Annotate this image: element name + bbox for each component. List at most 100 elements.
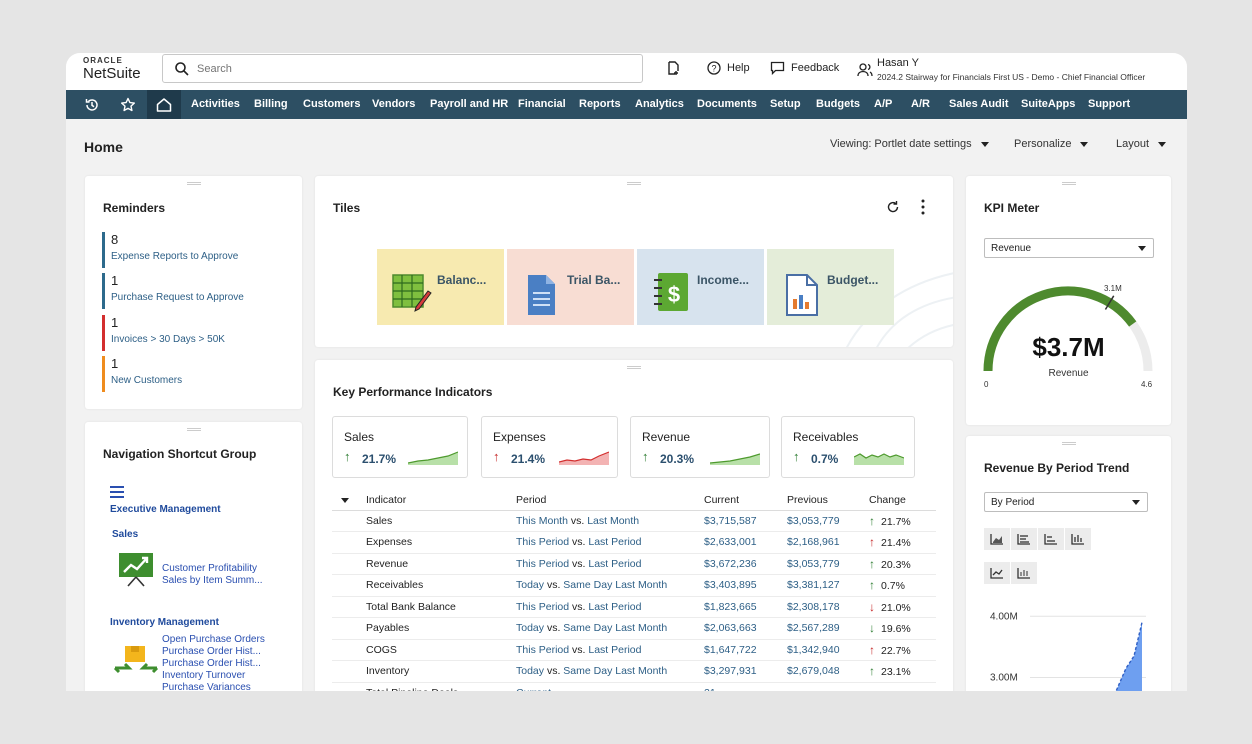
period-link[interactable]: This Period <box>516 600 570 613</box>
reminder-item[interactable]: 1 Purchase Request to Approve <box>102 273 272 309</box>
period-link[interactable]: This Period <box>516 643 570 656</box>
table-row[interactable]: Sales This Month vs. Last Month $3,715,587… <box>332 510 936 532</box>
shortcut-inventory-turnover[interactable]: Inventory Turnover <box>162 670 246 681</box>
reminder-label[interactable]: Invoices > 30 Days > 50K <box>111 334 225 345</box>
trend-period-select[interactable]: By Period <box>984 492 1148 512</box>
period-link[interactable]: Current <box>516 687 551 691</box>
drag-handle[interactable] <box>1061 182 1076 185</box>
nav-sales-audit[interactable]: Sales Audit <box>949 98 1009 110</box>
nav-vendors[interactable]: Vendors <box>372 98 416 110</box>
cell-previous[interactable]: $2,168,961 <box>787 531 869 554</box>
drag-handle[interactable] <box>627 182 641 185</box>
subgroup-sales[interactable]: Sales <box>112 529 139 540</box>
drag-handle[interactable] <box>1061 442 1076 445</box>
period-link[interactable]: Today <box>516 579 545 592</box>
cell-current[interactable]: $1,647,722 <box>704 639 787 661</box>
nav-budgets[interactable]: Budgets <box>816 98 860 110</box>
compare-period-link[interactable]: Last Period <box>588 557 642 570</box>
table-row[interactable]: Inventory Today vs. Same Day Last Month $3… <box>332 660 936 683</box>
nav-activities[interactable]: Activities <box>191 98 240 110</box>
revenue-area[interactable] <box>1096 622 1142 691</box>
nav-customers[interactable]: Customers <box>303 98 361 110</box>
nav-documents[interactable]: Documents <box>697 98 757 110</box>
kpi-card-receivables[interactable]: Receivables ↑ 0.7% <box>781 416 915 478</box>
help-button[interactable]: ? Help <box>707 61 750 75</box>
period-link[interactable]: This Period <box>516 557 570 570</box>
tile-budget[interactable]: Budget... <box>767 249 894 325</box>
cell-current[interactable]: $3,403,895 <box>704 574 787 597</box>
reminder-label[interactable]: New Customers <box>111 375 183 386</box>
tile-balance-sheet[interactable]: Balanc... <box>377 249 504 325</box>
period-link[interactable]: Today <box>516 665 545 678</box>
more-options-icon[interactable] <box>920 199 926 215</box>
group-executive-management[interactable]: Executive Management <box>110 504 221 515</box>
cell-current[interactable]: $3,715,587 <box>704 510 787 532</box>
cell-previous[interactable]: $2,308,178 <box>787 596 869 618</box>
chart-type-line-button[interactable] <box>984 562 1010 584</box>
layout-dropdown[interactable]: Layout <box>1116 138 1167 150</box>
nav-reports[interactable]: Reports <box>579 98 621 110</box>
reminder-item[interactable]: 1 Invoices > 30 Days > 50K <box>102 315 272 351</box>
nav-setup[interactable]: Setup <box>770 98 801 110</box>
kpi-card-expenses[interactable]: Expenses ↑ 21.4% <box>481 416 618 478</box>
compare-period-link[interactable]: Same Day Last Month <box>563 579 668 592</box>
cell-current[interactable]: 21 <box>704 682 787 691</box>
table-row[interactable]: Total Pipeline DealsCurrent 21 <box>332 682 936 691</box>
compare-period-link[interactable]: Same Day Last Month <box>563 622 668 635</box>
refresh-icon[interactable] <box>886 200 900 214</box>
compare-period-link[interactable]: Last Month <box>587 514 640 527</box>
kpi-card-revenue[interactable]: Revenue ↑ 20.3% <box>630 416 770 478</box>
shortcut-open-purchase-orders[interactable]: Open Purchase Orders <box>162 634 265 645</box>
kpi-meter-select[interactable]: Revenue <box>984 238 1154 258</box>
reminder-item[interactable]: 1 New Customers <box>102 356 272 392</box>
nav-payroll-hr[interactable]: Payroll and HR <box>430 98 509 110</box>
column-header[interactable]: Indicator <box>366 490 516 511</box>
viewing-dropdown[interactable]: Viewing: Portlet date settings <box>830 138 989 150</box>
chart-type-bar-stacked-button[interactable] <box>1038 528 1064 550</box>
kpi-card-sales[interactable]: Sales ↑ 21.7% <box>332 416 468 478</box>
period-link[interactable]: This Period <box>516 536 570 549</box>
drag-handle[interactable] <box>186 428 201 431</box>
recent-nav-button[interactable] <box>75 90 109 119</box>
drag-handle[interactable] <box>627 366 641 369</box>
cell-previous[interactable]: $2,567,289 <box>787 617 869 640</box>
chart-type-column-button[interactable] <box>1065 528 1091 550</box>
column-header[interactable]: Previous <box>787 490 869 511</box>
nav-billing[interactable]: Billing <box>254 98 288 110</box>
search-input[interactable] <box>197 60 627 78</box>
nav-analytics[interactable]: Analytics <box>635 98 684 110</box>
tile-income-statement[interactable]: $ Income... <box>637 249 764 325</box>
chart-type-bar-horizontal-button[interactable] <box>1011 528 1037 550</box>
shortcut-customer-profitability[interactable]: Customer Profitability <box>162 563 258 574</box>
table-row[interactable]: Revenue This Period vs. Last Period $3,672… <box>332 553 936 575</box>
column-header[interactable]: Current <box>704 490 787 511</box>
reminder-item[interactable]: 8 Expense Reports to Approve <box>102 232 272 268</box>
chart-type-combo-button[interactable] <box>1011 562 1037 584</box>
column-header[interactable]: Change <box>869 490 936 511</box>
cell-previous[interactable]: $1,342,940 <box>787 639 869 661</box>
reminder-label[interactable]: Purchase Request to Approve <box>111 292 244 303</box>
drag-handle[interactable] <box>186 182 201 185</box>
shortcut-purchase-order-hist-2[interactable]: Purchase Order Hist... <box>162 658 261 669</box>
global-search[interactable] <box>162 54 643 83</box>
shortcut-sales-by-item[interactable]: Sales by Item Summ... <box>162 575 263 586</box>
menu-icon[interactable] <box>110 486 124 498</box>
compare-period-link[interactable]: Last Period <box>588 643 642 656</box>
cell-current[interactable]: $3,297,931 <box>704 660 787 683</box>
cell-current[interactable]: $1,823,665 <box>704 596 787 618</box>
home-nav-button[interactable] <box>147 90 181 119</box>
reminder-label[interactable]: Expense Reports to Approve <box>111 251 239 262</box>
cell-previous[interactable]: $3,053,779 <box>787 510 869 532</box>
collapse-toggle[interactable] <box>332 490 366 511</box>
table-row[interactable]: COGS This Period vs. Last Period $1,647,72… <box>332 639 936 661</box>
shortcut-purchase-order-hist-1[interactable]: Purchase Order Hist... <box>162 646 261 657</box>
period-link[interactable]: Today <box>516 622 545 635</box>
chart-type-area-button[interactable] <box>984 528 1010 550</box>
netsuite-logo[interactable]: ORACLE NetSuite <box>83 57 141 82</box>
cell-current[interactable]: $2,633,001 <box>704 531 787 554</box>
nav-ar[interactable]: A/R <box>911 98 930 110</box>
favorites-nav-button[interactable] <box>111 90 145 119</box>
feedback-button[interactable]: Feedback <box>770 61 839 75</box>
table-row[interactable]: Expenses This Period vs. Last Period $2,63… <box>332 531 936 554</box>
column-header[interactable]: Period <box>516 490 704 511</box>
